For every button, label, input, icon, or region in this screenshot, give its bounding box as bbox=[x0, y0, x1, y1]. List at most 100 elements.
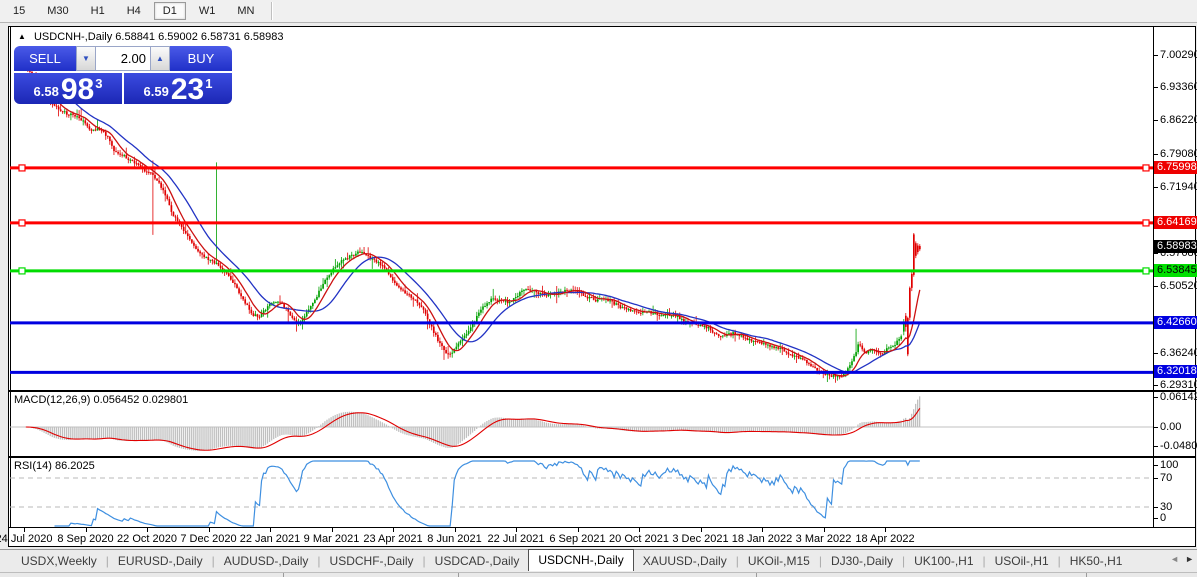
tab-usdcnh-daily[interactable]: USDCNH-,Daily bbox=[528, 549, 634, 571]
sell-price-panel[interactable]: 6.58 98 3 bbox=[14, 73, 122, 106]
plot-left-border bbox=[10, 27, 11, 527]
tab-separator: | bbox=[211, 554, 215, 568]
hline-handle[interactable] bbox=[1142, 164, 1150, 172]
sell-price-small: 6.58 bbox=[33, 84, 59, 99]
volume-decrease-button[interactable]: ▼ bbox=[76, 46, 96, 71]
date-axis-tick bbox=[85, 528, 87, 532]
one-click-trading-widget: SELL ▼ ▲ BUY 6.58 98 3 6.59 23 1 bbox=[14, 46, 232, 106]
ma-slow-line bbox=[64, 91, 921, 374]
rsi-axis-tick: 70 bbox=[1153, 472, 1172, 484]
timeframe-toolbar: 15 M30 H1 H4 D1 W1 MN bbox=[0, 0, 1197, 23]
symbol-tab-bar: USDX,Weekly | EURUSD-,Daily | AUDUSD-,Daily |… bbox=[0, 549, 1197, 572]
price-axis-tick: 6.86220 bbox=[1153, 114, 1197, 126]
price-badge-6.64169: 6.64169 bbox=[1154, 216, 1197, 229]
price-axis-tick: 6.93360 bbox=[1153, 81, 1197, 93]
date-axis-label: 20 Oct 2021 bbox=[609, 533, 669, 545]
price-axis-tick: 6.50520 bbox=[1153, 280, 1197, 292]
timeframe-button-w1[interactable]: W1 bbox=[198, 5, 216, 17]
price-axis-tick: 6.79080 bbox=[1153, 148, 1197, 160]
tab-separator: | bbox=[818, 554, 822, 568]
date-axis-tick bbox=[823, 528, 825, 532]
tab-dj30-daily[interactable]: DJ30-,Daily bbox=[830, 554, 893, 568]
rsi-axis-tick: 0 bbox=[1153, 512, 1166, 524]
timeframe-button-d1[interactable]: D1 bbox=[153, 2, 186, 20]
rsi-axis-tick: 100 bbox=[1153, 459, 1178, 471]
sell-button[interactable]: SELL bbox=[14, 46, 76, 71]
tab-audusd-daily[interactable]: AUDUSD-,Daily bbox=[223, 554, 309, 568]
timeframe-button-m30[interactable]: M30 bbox=[47, 5, 69, 17]
date-axis-tick bbox=[208, 528, 210, 532]
buy-button[interactable]: BUY bbox=[170, 46, 232, 71]
price-chart-canvas[interactable] bbox=[10, 27, 1153, 390]
price-axis-tick: 6.36240 bbox=[1153, 347, 1197, 359]
rsi-line bbox=[54, 460, 920, 527]
timeframe-button-h4[interactable]: H4 bbox=[126, 5, 141, 17]
price-badge-6.53845: 6.53845 bbox=[1154, 264, 1197, 277]
date-axis-tick bbox=[454, 528, 456, 532]
tab-usdx-weekly[interactable]: USDX,Weekly bbox=[21, 554, 97, 568]
sell-price-sup: 3 bbox=[95, 76, 103, 91]
buy-price-panel[interactable]: 6.59 23 1 bbox=[124, 73, 232, 105]
tab-uk100-h1[interactable]: UK100-,H1 bbox=[914, 554, 974, 568]
date-axis-label: 6 Sep 2021 bbox=[549, 533, 606, 545]
tab-ukoil-m15[interactable]: UKOil-,M15 bbox=[747, 554, 810, 568]
hline-handle[interactable] bbox=[18, 267, 26, 275]
rsi-axis-tick: 30 bbox=[1153, 501, 1172, 513]
macd-indicator-label: MACD(12,26,9) 0.056452 0.029801 bbox=[14, 394, 189, 406]
panel-separator-main-macd bbox=[8, 390, 1196, 392]
price-badge-6.75998: 6.75998 bbox=[1154, 161, 1197, 174]
date-axis-tick bbox=[885, 528, 886, 532]
sell-price-big: 98 bbox=[60, 73, 95, 106]
date-axis-label: 7 Dec 2020 bbox=[180, 533, 237, 545]
price-badge-6.58983: 6.58983 bbox=[1154, 240, 1197, 253]
timeframe-button-mn[interactable]: MN bbox=[237, 5, 255, 17]
macd-axis-tick: 0.061427 bbox=[1153, 391, 1197, 403]
buy-price-small: 6.59 bbox=[143, 84, 169, 99]
date-axis-tick bbox=[24, 528, 25, 532]
macd-indicator-canvas[interactable] bbox=[10, 392, 1153, 455]
date-axis-tick bbox=[331, 528, 333, 532]
date-axis-tick bbox=[393, 528, 394, 532]
date-axis-label: 3 Mar 2022 bbox=[795, 533, 852, 545]
chart-symbol-label: USDCNH-,Daily bbox=[33, 31, 113, 43]
price-axis-tick: 6.29310 bbox=[1153, 379, 1197, 391]
collapse-triangle-icon[interactable]: ▲ bbox=[18, 32, 26, 41]
tab-scroll-right-icon[interactable]: ► bbox=[1185, 554, 1194, 564]
tab-separator: | bbox=[902, 554, 906, 568]
panel-separator-rsi-dates bbox=[8, 527, 1196, 528]
tab-separator: | bbox=[735, 554, 739, 568]
tab-scroll-buttons: ◄ ► bbox=[1170, 554, 1194, 564]
hline-handle[interactable] bbox=[18, 219, 26, 227]
date-axis-label: 22 Jan 2021 bbox=[239, 533, 301, 545]
macd-axis-tick: 0.00 bbox=[1153, 421, 1181, 433]
buy-price-sup: 1 bbox=[205, 76, 213, 91]
date-axis-tick bbox=[270, 528, 271, 532]
tab-usdchf-daily[interactable]: USDCHF-,Daily bbox=[329, 554, 414, 568]
volume-increase-button[interactable]: ▲ bbox=[150, 46, 170, 71]
date-axis-label: 23 Apr 2021 bbox=[363, 533, 423, 545]
date-axis-label: 18 Apr 2022 bbox=[855, 533, 915, 545]
tab-eurusd-daily[interactable]: EURUSD-,Daily bbox=[117, 554, 203, 568]
chart-title: ▲ USDCNH-,Daily 6.58841 6.59002 6.58731 … bbox=[18, 31, 284, 43]
volume-input[interactable] bbox=[96, 46, 150, 71]
tab-hk50-h1[interactable]: HK50-,H1 bbox=[1069, 554, 1123, 568]
price-badge-6.32018: 6.32018 bbox=[1154, 365, 1197, 378]
date-axis-tick bbox=[700, 528, 702, 532]
tab-separator: | bbox=[422, 554, 426, 568]
tab-usoil-h1[interactable]: USOil-,H1 bbox=[994, 554, 1049, 568]
date-axis-label: 8 Jun 2021 bbox=[427, 533, 482, 545]
price-axis-tick: 7.00290 bbox=[1153, 49, 1197, 61]
hline-handle[interactable] bbox=[1142, 267, 1150, 275]
tab-scroll-left-icon[interactable]: ◄ bbox=[1170, 554, 1180, 564]
timeframe-button-h1[interactable]: H1 bbox=[90, 5, 105, 17]
chart-window bbox=[8, 26, 1196, 547]
hline-handle[interactable] bbox=[18, 164, 26, 172]
tab-xauusd-daily[interactable]: XAUUSD-,Daily bbox=[642, 554, 727, 568]
date-axis-label: 3 Dec 2021 bbox=[672, 533, 729, 545]
timeframe-button-15[interactable]: 15 bbox=[13, 5, 26, 17]
hline-handle[interactable] bbox=[1142, 219, 1150, 227]
rsi-indicator-canvas[interactable] bbox=[10, 458, 1153, 527]
date-axis-label: 8 Sep 2020 bbox=[57, 533, 114, 545]
date-axis-label: 9 Mar 2021 bbox=[303, 533, 360, 545]
tab-usdcad-daily[interactable]: USDCAD-,Daily bbox=[434, 554, 520, 568]
